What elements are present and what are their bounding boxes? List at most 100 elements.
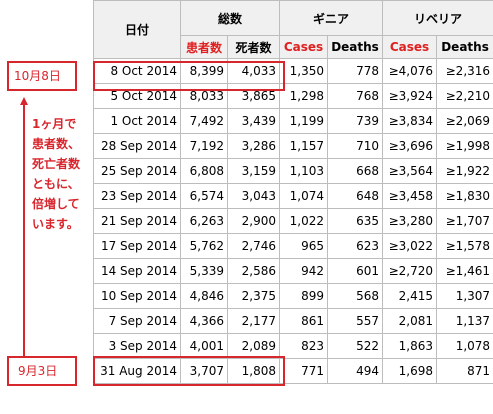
guinea-group-header: ギニア: [279, 0, 384, 36]
liberia-deaths-cell: 1,078: [436, 333, 493, 359]
guinea-cases-cell: 1,199: [279, 108, 329, 134]
total-deaths-cell: 2,177: [226, 308, 281, 334]
guinea-deaths-header: Deaths: [327, 35, 384, 59]
liberia-deaths-cell: ≥1,578: [436, 233, 493, 259]
liberia-deaths-cell: ≥1,707: [436, 208, 493, 234]
total-cases-cell: 6,574: [180, 183, 228, 209]
note-line: 1ヶ月で: [32, 117, 77, 131]
annotation-label-sep3: 9月3日: [18, 364, 58, 378]
highlight-box-oct8-label: [7, 61, 77, 91]
guinea-cases-cell: 1,074: [279, 183, 329, 209]
guinea-deaths-cell: 668: [327, 158, 384, 184]
annotation-note: 1ヶ月で 患者数、 死亡者数 ともに、 倍増して います。: [32, 114, 80, 234]
guinea-cases-cell: 1,103: [279, 158, 329, 184]
liberia-cases-header: Cases: [382, 35, 438, 59]
total-cases-cell: 6,808: [180, 158, 228, 184]
liberia-cases-cell: ≥4,076: [382, 58, 438, 84]
guinea-cases-cell: 965: [279, 233, 329, 259]
guinea-deaths-cell: 557: [327, 308, 384, 334]
guinea-cases-cell: 1,298: [279, 83, 329, 109]
date-column-header: 日付: [93, 0, 181, 59]
arrow-up-icon: [20, 97, 28, 105]
table-row: 5 Oct 2014 8,033 3,865 1,298 768 ≥3,924 ≥2,210: [93, 83, 493, 109]
total-cases-cell: 3,707: [180, 358, 228, 384]
total-deaths-cell: 2,586: [226, 258, 281, 284]
guinea-cases-cell: 823: [279, 333, 329, 359]
total-deaths-cell: 3,865: [226, 83, 281, 109]
guinea-deaths-cell: 710: [327, 133, 384, 159]
total-cases-cell: 7,492: [180, 108, 228, 134]
table-row: 1 Oct 2014 7,492 3,439 1,199 739 ≥3,834 ≥2,069: [93, 108, 493, 134]
liberia-deaths-cell: ≥1,998: [436, 133, 493, 159]
date-cell: 21 Sep 2014: [93, 208, 181, 234]
liberia-deaths-cell: ≥1,830: [436, 183, 493, 209]
liberia-cases-cell: ≥3,022: [382, 233, 438, 259]
total-cases-cell: 7,192: [180, 133, 228, 159]
guinea-deaths-cell: 778: [327, 58, 384, 84]
total-cases-header: 患者数: [180, 35, 228, 59]
guinea-cases-cell: 1,350: [279, 58, 329, 84]
table-row: 14 Sep 2014 5,339 2,586 942 601 ≥2,720 ≥1,461: [93, 258, 493, 284]
total-deaths-cell: 3,159: [226, 158, 281, 184]
table-row: 23 Sep 2014 6,574 3,043 1,074 648 ≥3,458 ≥1,83…: [93, 183, 493, 209]
note-line: 倍増して: [32, 197, 80, 211]
guinea-cases-header: Cases: [279, 35, 329, 59]
liberia-deaths-cell: 871: [436, 358, 493, 384]
note-line: ともに、: [32, 177, 80, 191]
note-line: 患者数、: [32, 137, 81, 151]
liberia-cases-cell: 1,863: [382, 333, 438, 359]
table-row: 17 Sep 2014 5,762 2,746 965 623 ≥3,022 ≥1,578: [93, 233, 493, 259]
annotation-label-oct8: 10月8日: [14, 69, 61, 83]
date-cell: 23 Sep 2014: [93, 183, 181, 209]
liberia-cases-cell: ≥2,720: [382, 258, 438, 284]
liberia-cases-cell: ≥3,834: [382, 108, 438, 134]
date-cell: 28 Sep 2014: [93, 133, 181, 159]
guinea-deaths-cell: 601: [327, 258, 384, 284]
guinea-deaths-cell: 494: [327, 358, 384, 384]
liberia-cases-cell: 2,415: [382, 283, 438, 309]
table-body: 8 Oct 2014 8,399 4,033 1,350 778 ≥4,076 ≥2,316…: [93, 58, 493, 384]
table-row: 31 Aug 2014 3,707 1,808 771 494 1,698 871: [93, 358, 493, 384]
ebola-cases-table: 日付 総数 ギニア リベリア 患者数 死者数 Cases Deaths Case…: [93, 0, 493, 384]
liberia-cases-cell: ≥3,924: [382, 83, 438, 109]
total-deaths-cell: 3,286: [226, 133, 281, 159]
guinea-cases-cell: 1,022: [279, 208, 329, 234]
date-cell: 5 Oct 2014: [93, 83, 181, 109]
date-cell: 17 Sep 2014: [93, 233, 181, 259]
date-cell: 1 Oct 2014: [93, 108, 181, 134]
liberia-cases-cell: ≥3,696: [382, 133, 438, 159]
table-row: 7 Sep 2014 4,366 2,177 861 557 2,081 1,137: [93, 308, 493, 334]
liberia-deaths-cell: ≥2,316: [436, 58, 493, 84]
total-deaths-cell: 2,375: [226, 283, 281, 309]
date-cell: 3 Sep 2014: [93, 333, 181, 359]
total-cases-cell: 4,846: [180, 283, 228, 309]
guinea-deaths-cell: 648: [327, 183, 384, 209]
liberia-cases-cell: ≥3,564: [382, 158, 438, 184]
liberia-cases-cell: ≥3,458: [382, 183, 438, 209]
table-row: 28 Sep 2014 7,192 3,286 1,157 710 ≥3,696 ≥1,99…: [93, 133, 493, 159]
liberia-cases-cell: ≥3,280: [382, 208, 438, 234]
date-cell: 7 Sep 2014: [93, 308, 181, 334]
date-cell: 25 Sep 2014: [93, 158, 181, 184]
guinea-deaths-cell: 739: [327, 108, 384, 134]
total-deaths-cell: 2,746: [226, 233, 281, 259]
liberia-deaths-cell: ≥2,210: [436, 83, 493, 109]
total-deaths-cell: 3,439: [226, 108, 281, 134]
liberia-cases-cell: 1,698: [382, 358, 438, 384]
guinea-deaths-cell: 768: [327, 83, 384, 109]
guinea-cases-cell: 899: [279, 283, 329, 309]
guinea-deaths-cell: 635: [327, 208, 384, 234]
guinea-cases-cell: 942: [279, 258, 329, 284]
arrow-shaft: [23, 104, 25, 356]
guinea-deaths-cell: 568: [327, 283, 384, 309]
note-line: います。: [32, 217, 79, 231]
guinea-cases-cell: 771: [279, 358, 329, 384]
highlight-box-oct8-row: [93, 61, 285, 91]
table-row: 3 Sep 2014 4,001 2,089 823 522 1,863 1,078: [93, 333, 493, 359]
total-cases-cell: 4,001: [180, 333, 228, 359]
total-cases-cell: 5,762: [180, 233, 228, 259]
total-deaths-cell: 1,808: [226, 358, 281, 384]
total-deaths-header: 死者数: [226, 35, 281, 59]
table-row: 10 Sep 2014 4,846 2,375 899 568 2,415 1,307: [93, 283, 493, 309]
date-cell: 10 Sep 2014: [93, 283, 181, 309]
